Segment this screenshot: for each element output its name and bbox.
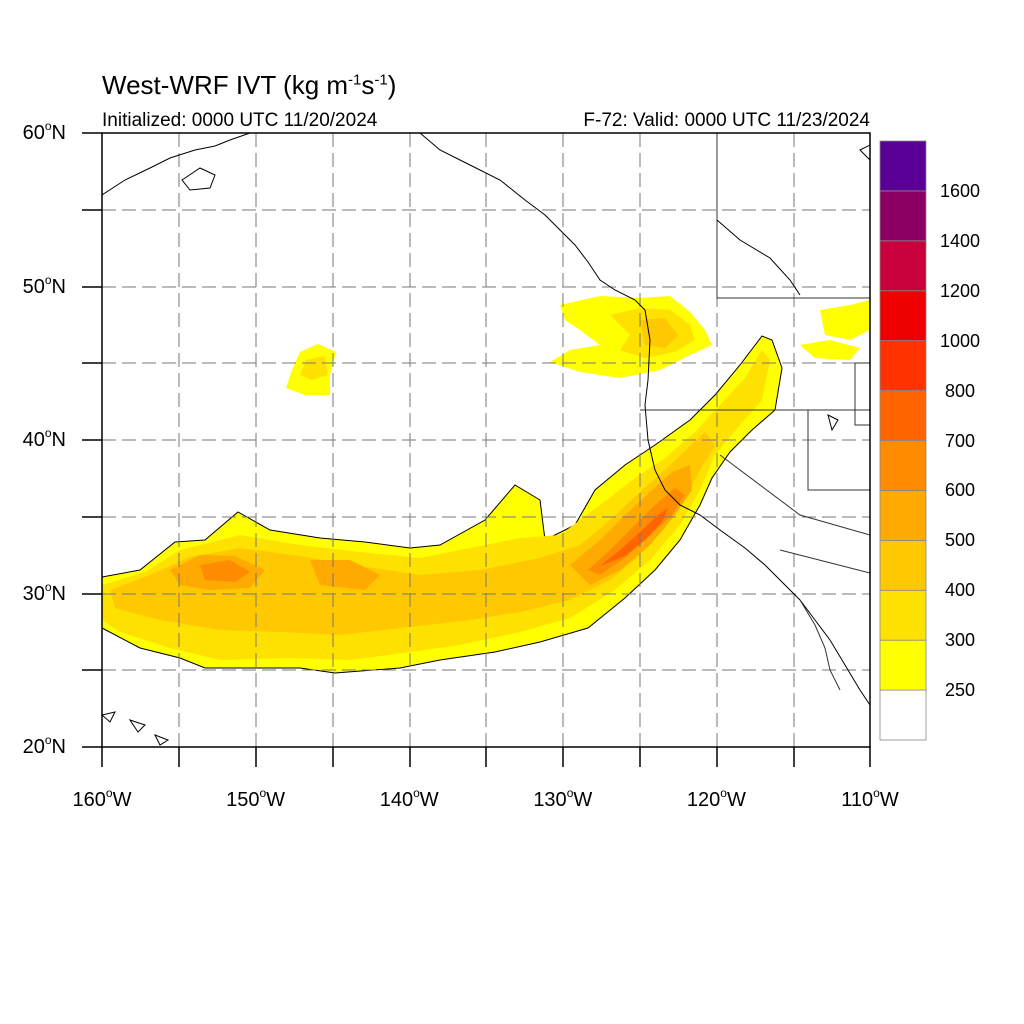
- lon-label-140: 140oW: [359, 786, 459, 812]
- initialized-time: Initialized: 0000 UTC 11/20/2024: [102, 110, 378, 131]
- colorbar-swatch: [879, 539, 927, 591]
- colorbar: [879, 140, 927, 741]
- degree-symbol: o: [873, 786, 880, 800]
- lat-label-60: 60oN: [0, 119, 66, 145]
- lat-hemisphere: N: [51, 736, 66, 758]
- colorbar-swatch: [879, 240, 927, 292]
- lon-label-160: 160oW: [52, 786, 152, 812]
- colorbar-label: 500: [944, 530, 976, 551]
- colorbar-swatch: [879, 290, 927, 342]
- lon-value: 140: [379, 789, 414, 811]
- axis-ticks: [82, 132, 871, 767]
- ivt-pacific-northwest: [550, 296, 712, 378]
- lat-value: 30: [22, 582, 45, 605]
- lon-value: 130: [533, 789, 567, 811]
- lon-hemisphere: W: [879, 789, 899, 811]
- coastlines: [102, 133, 870, 746]
- colorbar-swatch: [879, 340, 927, 391]
- colorbar-swatch: [879, 639, 927, 691]
- degree-symbol: o: [259, 786, 267, 800]
- lat-hemisphere: N: [51, 582, 66, 605]
- colorbar-label: 700: [944, 430, 976, 451]
- map-title: West-WRF IVT (kg m-1s-1): [102, 70, 397, 100]
- degree-symbol: o: [105, 786, 113, 800]
- colorbar-swatch: [879, 390, 927, 441]
- degree-symbol: o: [44, 119, 52, 133]
- lon-hemisphere: W: [573, 789, 593, 811]
- colorbar-swatch: [879, 490, 927, 541]
- colorbar-swatch: [879, 190, 927, 242]
- colorbar-label: 1400: [939, 230, 981, 251]
- lat-value: 20: [22, 736, 45, 758]
- colorbar-swatch: [879, 589, 927, 641]
- graticule: [102, 133, 870, 747]
- colorbar-label: 1200: [939, 280, 981, 301]
- lon-label-150: 150oW: [206, 786, 306, 812]
- colorbar-swatch: [879, 440, 927, 491]
- lat-value: 40: [22, 429, 45, 451]
- colorbar-label: 800: [944, 380, 976, 401]
- lat-label-30: 30oN: [0, 580, 66, 606]
- map-area: [102, 133, 870, 747]
- lat-hemisphere: N: [51, 429, 66, 451]
- lon-value: 150: [226, 789, 260, 811]
- colorbar-swatch: [879, 140, 927, 192]
- colorbar-swatch: [879, 689, 927, 741]
- colorbar-label: 400: [944, 580, 976, 601]
- lat-hemisphere: N: [51, 122, 66, 144]
- lon-label-110: 110oW: [820, 786, 920, 812]
- valid-time: F-72: Valid: 0000 UTC 11/23/2024: [583, 110, 870, 131]
- ivt-main-river: [102, 335, 783, 674]
- lon-hemisphere: W: [419, 789, 439, 811]
- lat-label-40: 40oN: [0, 426, 66, 452]
- lon-value: 160: [72, 789, 106, 811]
- lat-label-20: 20oN: [0, 733, 66, 759]
- lon-value: 120: [686, 789, 721, 811]
- lon-hemisphere: W: [266, 789, 286, 811]
- degree-symbol: o: [44, 579, 52, 594]
- degree-symbol: o: [44, 426, 52, 440]
- colorbar-label: 1000: [939, 330, 981, 351]
- lat-label-50: 50oN: [0, 273, 66, 299]
- lon-label-120: 120oW: [666, 786, 766, 812]
- degree-symbol: o: [44, 272, 52, 287]
- degree-symbol: o: [720, 786, 727, 800]
- lon-hemisphere: W: [726, 789, 746, 811]
- lat-hemisphere: N: [51, 275, 66, 298]
- lon-label-130: 130oW: [513, 786, 613, 812]
- degree-symbol: o: [566, 786, 574, 800]
- degree-symbol: o: [44, 733, 52, 747]
- colorbar-label: 600: [944, 480, 976, 501]
- lat-value: 60: [22, 122, 45, 144]
- colorbar-label: 300: [944, 630, 976, 651]
- colorbar-label: 250: [944, 680, 976, 701]
- lat-value: 50: [22, 275, 45, 298]
- colorbar-label: 1600: [939, 180, 981, 201]
- degree-symbol: o: [413, 786, 420, 800]
- lon-hemisphere: W: [112, 789, 132, 811]
- lon-value: 110: [841, 789, 874, 811]
